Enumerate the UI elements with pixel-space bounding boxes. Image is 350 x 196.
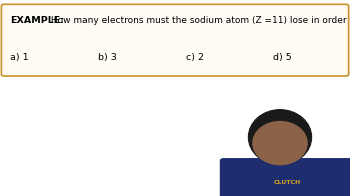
FancyBboxPatch shape	[1, 4, 349, 76]
FancyBboxPatch shape	[220, 159, 350, 196]
Text: EXAMPLE:: EXAMPLE:	[10, 16, 64, 25]
Ellipse shape	[248, 110, 312, 165]
Text: a) 1: a) 1	[10, 53, 29, 62]
Text: d) 5: d) 5	[273, 53, 292, 62]
Text: How many electrons must the sodium atom (Z =11) lose in order to obtain a filled: How many electrons must the sodium atom …	[48, 16, 350, 25]
Text: CLUTCH: CLUTCH	[273, 180, 301, 185]
Text: b) 3: b) 3	[98, 53, 117, 62]
Text: c) 2: c) 2	[186, 53, 203, 62]
Ellipse shape	[253, 122, 307, 165]
